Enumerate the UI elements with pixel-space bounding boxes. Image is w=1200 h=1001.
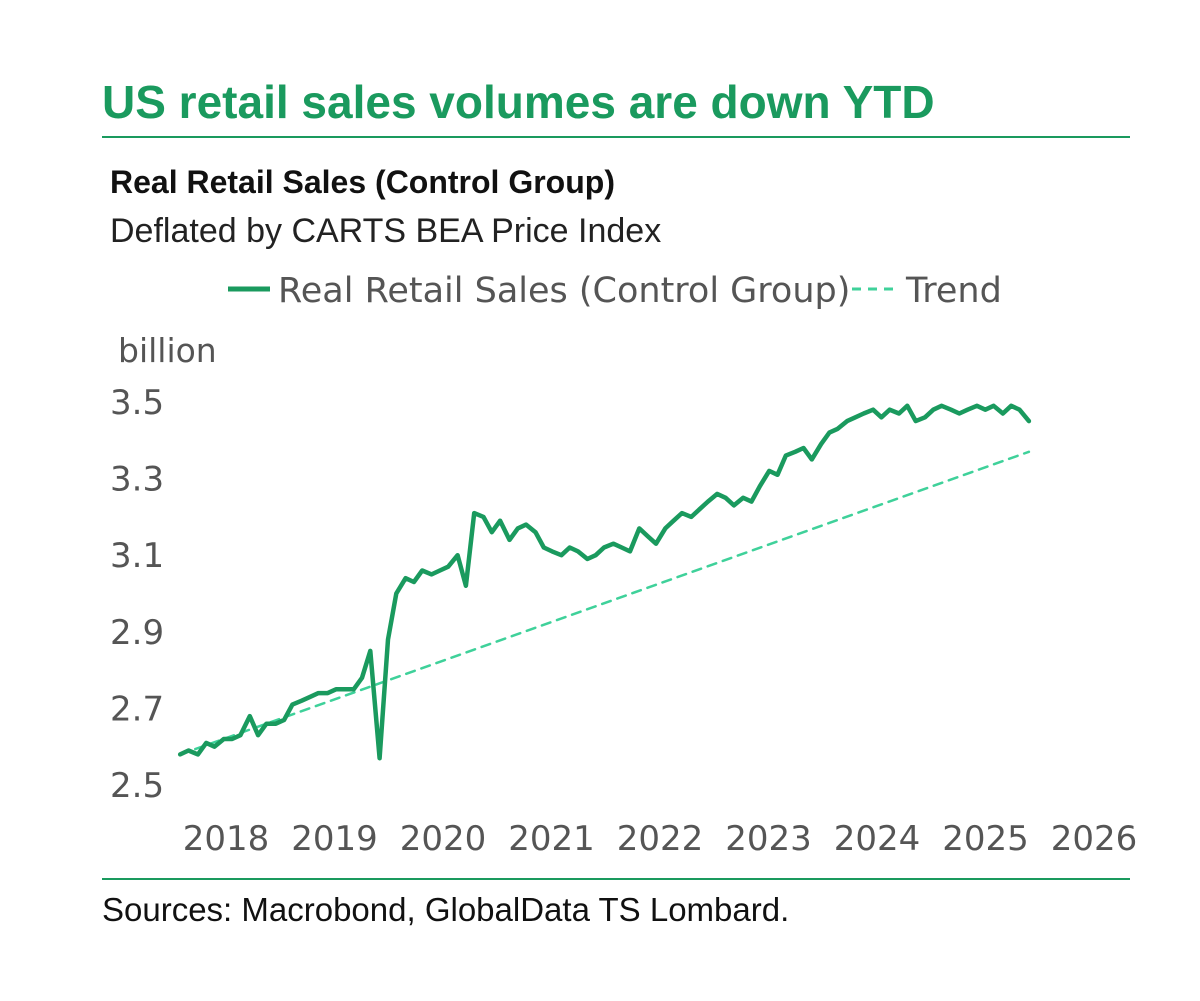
legend: Real Retail Sales (Control Group) Trend <box>228 271 1002 311</box>
legend-label-real-retail-sales: Real Retail Sales (Control Group) <box>278 271 850 311</box>
y-axis-unit-label: billion <box>118 331 217 370</box>
chart-title: Real Retail Sales (Control Group) <box>110 164 615 200</box>
x-tick-label: 2024 <box>834 819 921 859</box>
x-tick-label: 2023 <box>725 819 812 859</box>
x-tick-label: 2026 <box>1051 819 1138 859</box>
y-tick-label: 3.1 <box>110 536 164 576</box>
x-tick-label: 2019 <box>291 819 378 859</box>
x-tick-label: 2025 <box>942 819 1029 859</box>
trend-line <box>178 450 1031 756</box>
y-tick-label: 2.9 <box>110 613 164 653</box>
y-tick-label: 2.5 <box>110 766 164 806</box>
series-line-real-retail-sales <box>177 403 1032 761</box>
x-tick-label: 2022 <box>617 819 704 859</box>
bottom-divider <box>102 878 1130 880</box>
series-layer <box>177 403 1032 761</box>
y-tick-label: 3.3 <box>110 460 164 500</box>
x-tick-label: 2021 <box>508 819 595 859</box>
headline: US retail sales volumes are down YTD <box>102 76 935 128</box>
y-axis-ticks: 2.5 2.7 2.9 3.1 3.3 3.5 <box>110 383 164 806</box>
y-tick-label: 2.7 <box>110 689 164 729</box>
y-tick-label: 3.5 <box>110 383 164 423</box>
chart-subtitle: Deflated by CARTS BEA Price Index <box>110 212 662 250</box>
x-tick-label: 2018 <box>183 819 270 859</box>
top-divider <box>102 136 1130 138</box>
legend-label-trend: Trend <box>905 271 1002 311</box>
x-axis-ticks: 2018 2019 2020 2021 2022 2023 2024 2025 2026 <box>183 819 1138 859</box>
x-tick-label: 2020 <box>400 819 487 859</box>
source-note: Sources: Macrobond, GlobalData TS Lombar… <box>102 891 790 928</box>
